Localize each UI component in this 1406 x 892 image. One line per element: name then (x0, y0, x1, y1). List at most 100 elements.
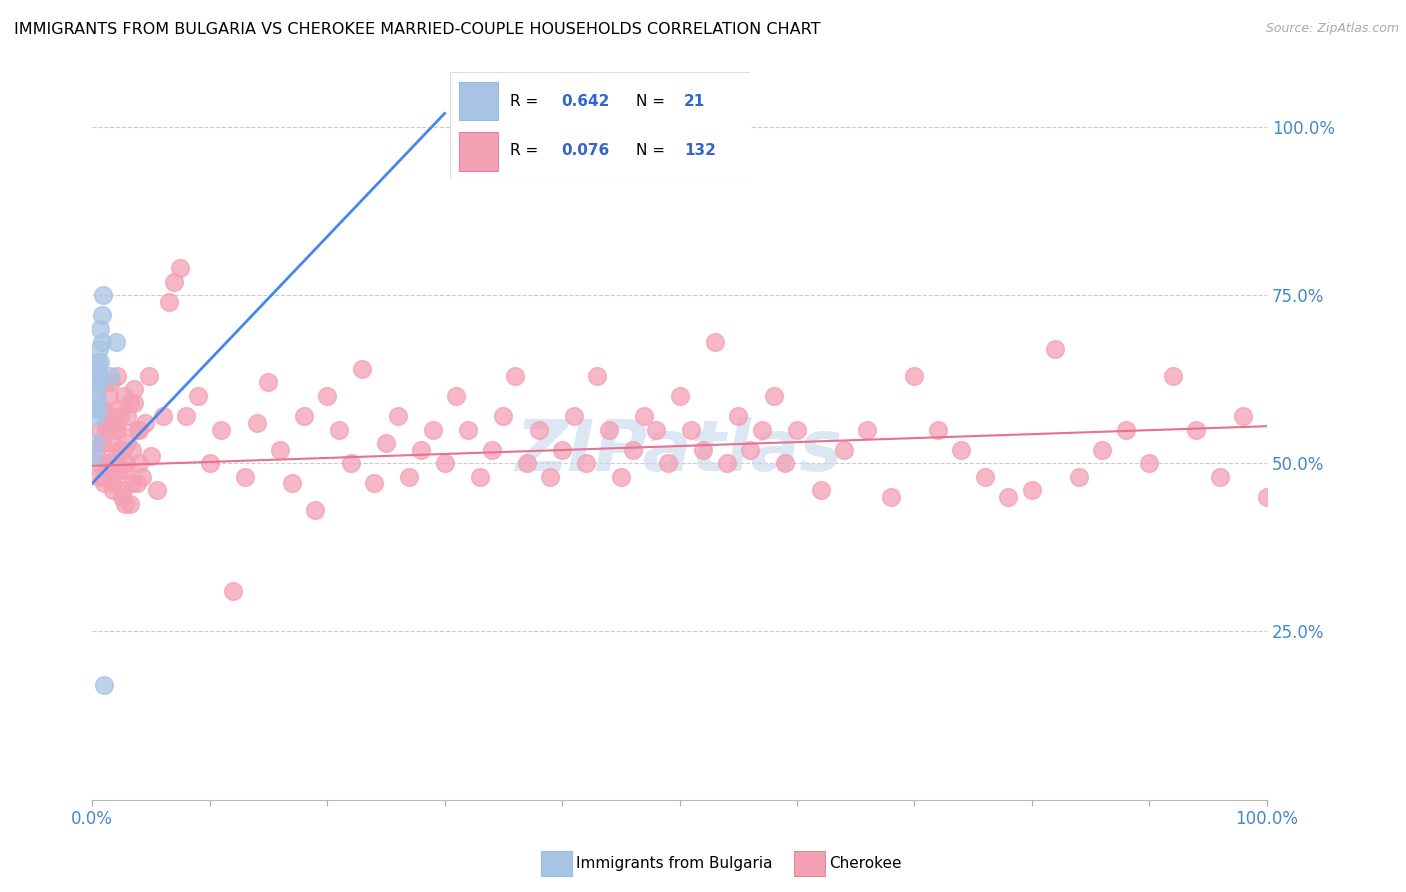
Point (110, 442, 132, 457)
Point (86, 362, 108, 376)
Point (124, 382, 146, 396)
Point (716, 456, 738, 470)
Point (1067, 469, 1090, 483)
Point (82, 450, 104, 464)
Text: IMMIGRANTS FROM BULGARIA VS CHEROKEE MARRIED-COUPLE HOUSEHOLDS CORRELATION CHART: IMMIGRANTS FROM BULGARIA VS CHEROKEE MAR… (14, 22, 821, 37)
Point (586, 368, 609, 383)
Point (446, 389, 468, 403)
Point (131, 469, 153, 483)
Point (174, 409, 197, 423)
Point (169, 261, 191, 276)
Point (786, 423, 808, 437)
Point (339, 456, 361, 470)
Point (117, 409, 139, 423)
Point (84, 389, 107, 403)
Point (422, 423, 444, 437)
Point (107, 402, 129, 417)
Point (621, 442, 644, 457)
Point (562, 409, 585, 423)
Point (668, 389, 690, 403)
Point (433, 456, 456, 470)
Point (516, 456, 538, 470)
Point (187, 389, 209, 403)
Point (950, 442, 973, 457)
Point (328, 423, 350, 437)
Point (457, 423, 479, 437)
Point (87, 456, 110, 470)
Point (125, 476, 148, 491)
Point (492, 409, 515, 423)
Point (374, 436, 396, 450)
Point (352, 362, 374, 376)
Point (257, 376, 280, 390)
Point (657, 456, 679, 470)
Point (1256, 490, 1278, 504)
Point (93, 678, 115, 692)
Point (610, 469, 633, 483)
Point (86, 442, 108, 457)
Point (103, 483, 125, 497)
Text: Cherokee: Cherokee (830, 856, 903, 871)
Point (810, 483, 832, 497)
Point (94, 376, 117, 390)
Point (104, 335, 127, 350)
Point (633, 409, 655, 423)
Point (107, 423, 129, 437)
Point (114, 497, 136, 511)
Point (100, 469, 122, 483)
Point (363, 476, 385, 491)
Point (89, 321, 111, 335)
Point (233, 469, 256, 483)
Point (198, 456, 221, 470)
Point (157, 294, 180, 309)
Text: Immigrants from Bulgaria: Immigrants from Bulgaria (576, 856, 773, 871)
Point (997, 490, 1019, 504)
Point (527, 423, 550, 437)
Point (89, 423, 111, 437)
Point (98, 368, 121, 383)
Point (304, 503, 326, 517)
Point (481, 442, 503, 457)
Point (1161, 368, 1184, 383)
Point (468, 469, 491, 483)
Point (128, 423, 150, 437)
Text: ZIPatlas: ZIPatlas (516, 417, 844, 486)
Point (104, 423, 127, 437)
Point (90, 308, 112, 322)
Point (121, 442, 143, 457)
Point (209, 423, 232, 437)
Point (727, 409, 749, 423)
Point (121, 476, 143, 491)
Point (139, 450, 162, 464)
Point (832, 442, 855, 457)
Point (124, 395, 146, 409)
Point (103, 476, 125, 491)
Point (89, 402, 111, 417)
Point (503, 368, 526, 383)
Point (110, 490, 132, 504)
Point (97, 389, 120, 403)
Point (598, 423, 620, 437)
Point (316, 389, 339, 403)
Point (87, 376, 110, 390)
Point (692, 442, 714, 457)
Point (98, 409, 121, 423)
Point (738, 442, 761, 457)
Point (538, 469, 561, 483)
Point (101, 436, 124, 450)
Point (574, 456, 596, 470)
Point (89, 342, 111, 356)
Point (703, 335, 725, 350)
Point (86, 376, 108, 390)
Point (100, 376, 122, 390)
Point (93, 476, 115, 491)
Point (128, 456, 150, 470)
Point (97, 456, 120, 470)
Point (1045, 342, 1067, 356)
Point (104, 450, 127, 464)
Point (269, 442, 291, 457)
Point (108, 463, 131, 477)
Point (84, 409, 107, 423)
Point (112, 389, 135, 403)
Point (927, 423, 949, 437)
